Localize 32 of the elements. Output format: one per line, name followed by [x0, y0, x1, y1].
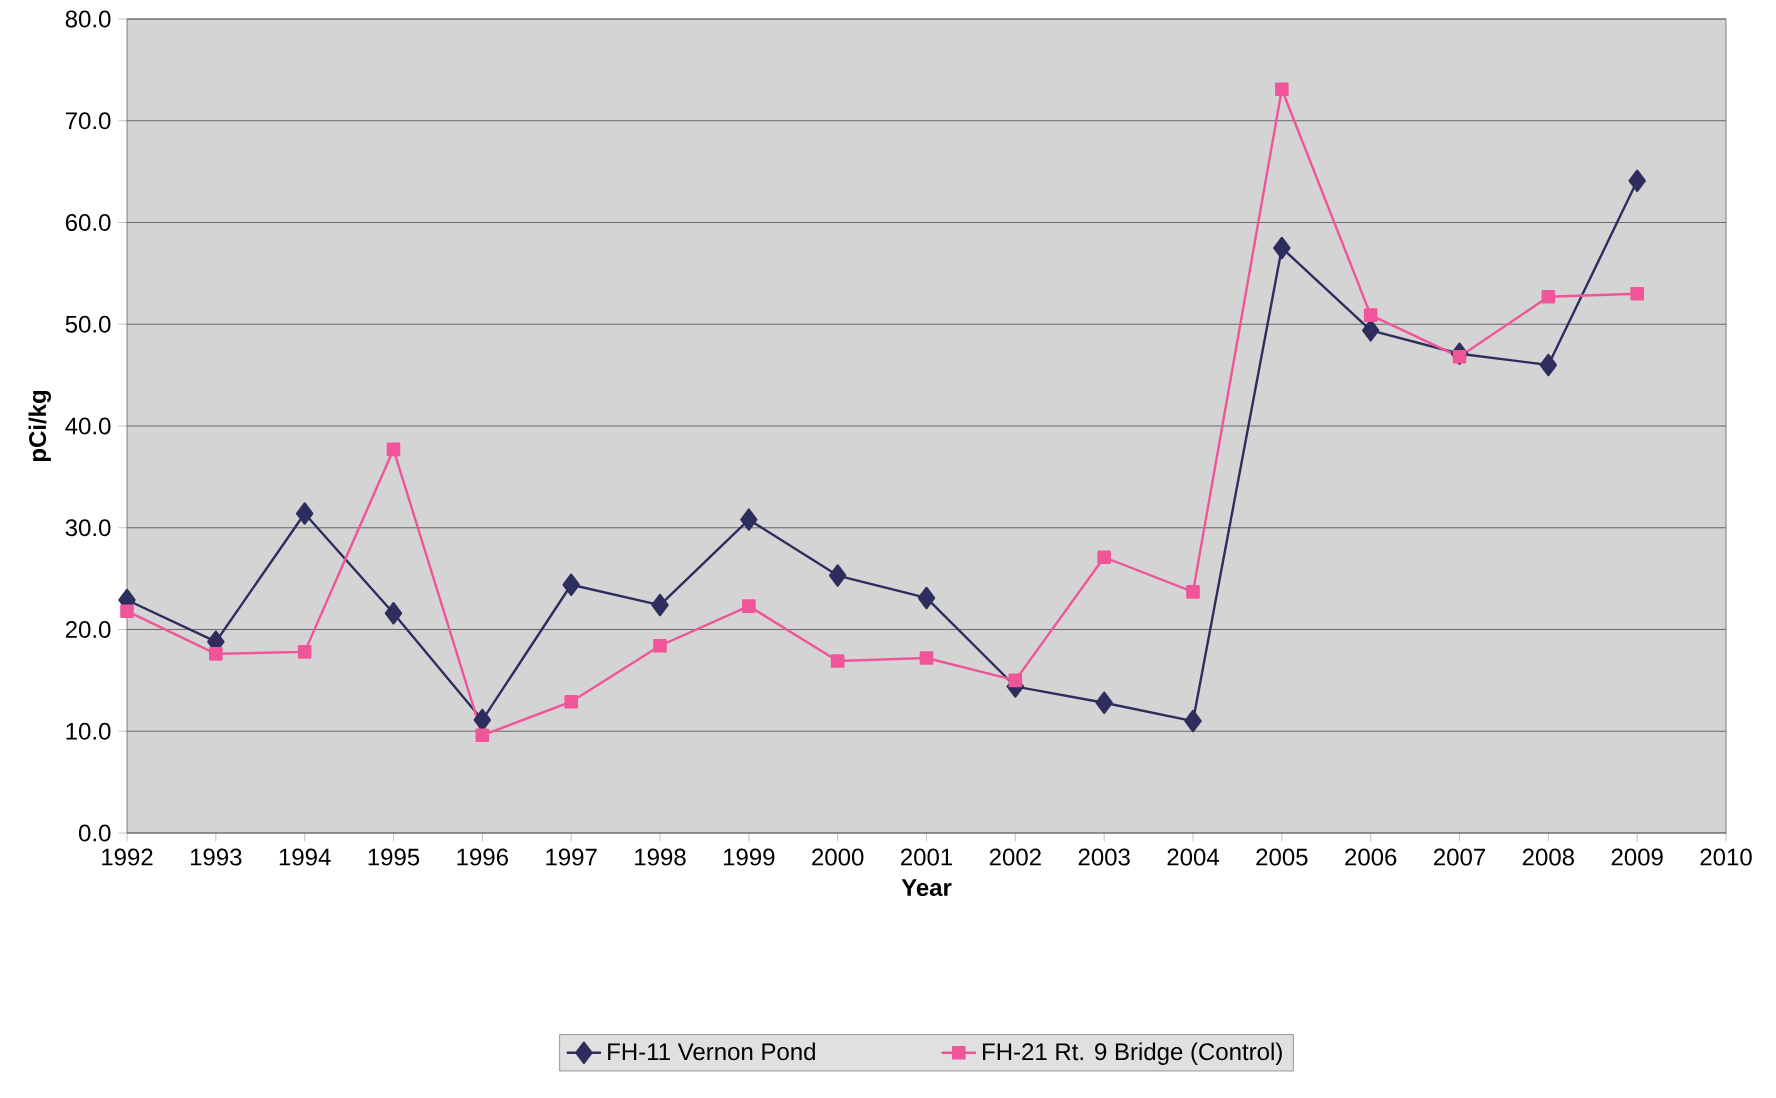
y-tick-label: 80.0: [65, 10, 111, 28]
x-tick-label: 2003: [1078, 848, 1130, 866]
x-tick-label: 2001: [901, 848, 953, 866]
x-tick-label: 2008: [1522, 848, 1574, 866]
y-axis-title: pCi/kg: [28, 390, 51, 462]
x-tick-label: 1998: [635, 848, 686, 866]
x-tick-label: 2007: [1434, 848, 1485, 866]
x-tick-label: 2010: [1700, 848, 1752, 866]
x-axis-title: Year: [901, 879, 952, 897]
x-tick-label: 2005: [1256, 848, 1308, 866]
x-tick-label: 2006: [1345, 848, 1397, 866]
y-tick-label: 50.0: [65, 315, 111, 333]
x-tick-label: 2004: [1167, 848, 1219, 866]
y-tick-label: 40.0: [65, 417, 111, 435]
legend-label: FH-11 Vernon Pond: [608, 1042, 815, 1061]
x-tick-label: 1993: [190, 848, 242, 866]
x-tick-label: 2002: [989, 848, 1041, 866]
x-tick-label: 1996: [457, 848, 508, 866]
y-tick-label: 10.0: [66, 722, 111, 740]
x-tick-label: 2000: [812, 848, 864, 866]
y-tick-label: 60.0: [65, 214, 111, 231]
y-tick-label: 30.0: [65, 519, 111, 537]
x-tick-label: 1995: [368, 848, 420, 866]
x-tick-label: 1994: [279, 848, 331, 866]
x-tick-label: 1999: [723, 848, 775, 866]
x-tick-label: 1997: [546, 848, 597, 866]
x-tick-label: 1992: [102, 848, 153, 866]
y-tick-label: 70.0: [65, 112, 111, 130]
x-tick-label: 2009: [1611, 848, 1663, 866]
y-tick-label: 20.0: [65, 621, 111, 638]
y-tick-label: 0.0: [78, 824, 111, 842]
legend-label: FH-21 Rt. 9 Bridge (Control): [983, 1042, 1282, 1065]
